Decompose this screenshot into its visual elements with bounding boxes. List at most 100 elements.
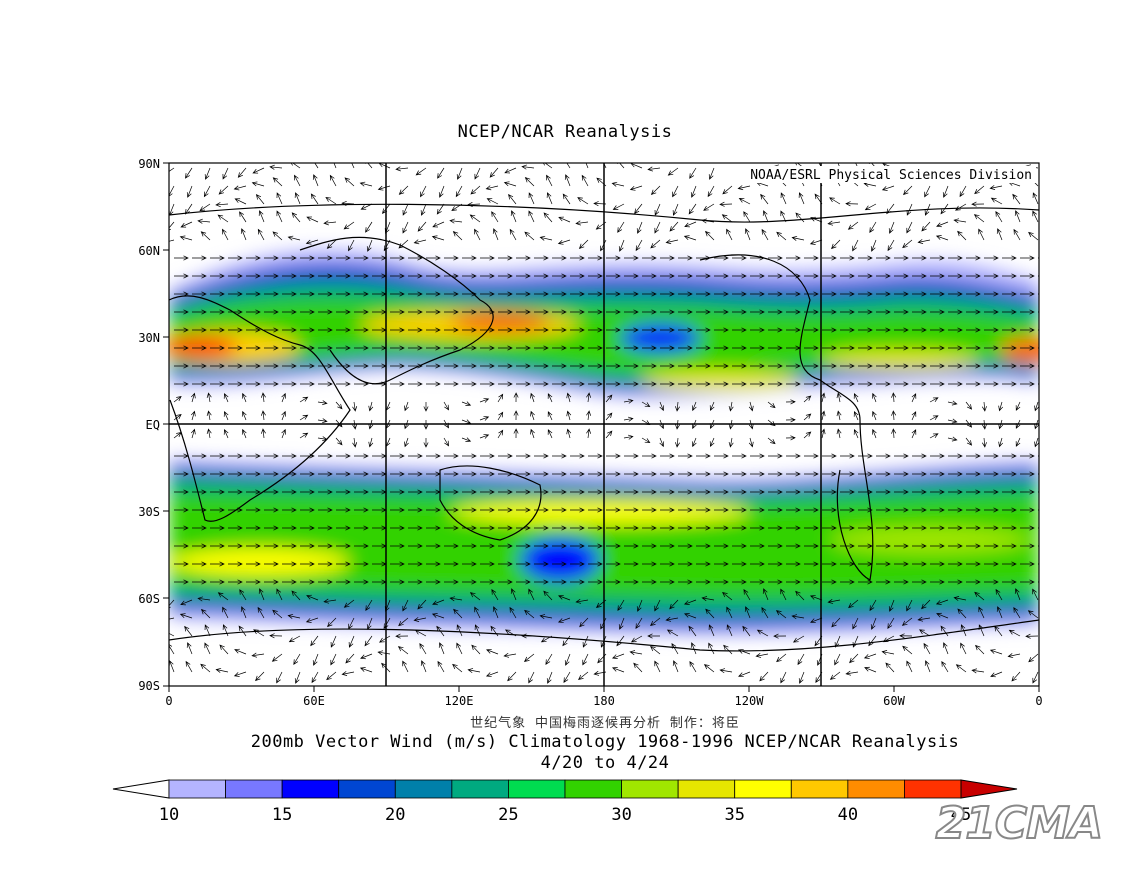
wind-arrow [444,381,459,387]
wind-arrow [318,507,333,513]
wind-arrow [1038,365,1039,367]
wind-arrow [300,543,315,549]
wind-arrow [174,543,189,549]
wind-arrow [683,613,697,619]
wind-arrow [678,453,693,459]
wind-arrow [449,218,463,224]
wind-arrow [809,239,823,245]
wind-arrow [761,228,769,241]
wind-arrow [210,345,225,351]
wind-arrow [282,363,297,369]
wind-arrow [575,220,589,226]
wind-arrow [390,543,405,549]
wind-arrow [241,392,247,403]
wind-arrow [714,291,729,297]
wind-arrow [786,453,801,459]
wind-arrow [1002,543,1017,549]
colorbar-label: 40 [838,805,858,825]
wind-arrow [654,660,661,673]
wind-arrow [452,663,463,673]
wind-arrow [780,192,787,205]
wind-arrow [650,239,661,249]
wind-arrow [836,392,842,403]
wind-arrow [200,608,211,619]
wind-arrow [876,507,891,513]
wind-arrow [282,273,297,279]
wind-arrow [984,363,999,369]
wind-arrow [957,608,967,619]
wind-arrow [192,273,207,279]
wind-arrow [636,599,643,612]
wind-arrow [955,203,967,211]
wind-arrow [894,561,909,567]
wind-arrow [491,589,499,601]
wind-arrow [948,273,963,279]
wind-arrow [179,235,193,241]
wind-arrow [624,453,639,459]
wind-arrow [190,392,196,403]
wind-arrow [426,543,441,549]
wind-arrow [947,436,958,442]
wind-arrow [984,453,999,459]
wind-arrow [642,291,657,297]
wind-arrow [300,471,315,477]
wind-arrow [606,525,621,531]
wind-arrow [989,649,1003,655]
wind-arrow [354,471,369,477]
wind-arrow [704,230,715,241]
wind-arrow [750,453,765,459]
wind-arrow [516,327,531,333]
wind-arrow [864,666,877,673]
wind-arrow [912,471,927,477]
wind-arrow [827,599,841,604]
wind-arrow [557,239,571,245]
wind-arrow [174,381,189,387]
wind-arrow [336,543,351,549]
wind-arrow [721,214,733,223]
wind-arrow [210,453,225,459]
wind-arrow [947,400,958,406]
wind-arrow [696,507,711,513]
wind-arrow [750,273,765,279]
wind-arrow [180,599,193,606]
wind-arrow [498,345,513,351]
wind-arrow [516,345,531,351]
wind-arrow [894,525,909,531]
wind-arrow [413,617,427,622]
wind-arrow [552,309,567,315]
wind-arrow [570,525,585,531]
colorbar-cell [904,779,962,799]
wind-arrow [714,381,729,387]
wind-arrow [413,239,427,245]
colorbar-cell [281,779,340,799]
wind-arrow [660,453,675,459]
wind-arrow [858,381,873,387]
wind-arrow [228,345,243,351]
wind-arrow [930,579,945,585]
wind-arrow [210,579,225,585]
wind-arrow [426,579,441,585]
wind-arrow [921,599,931,610]
wind-arrow [192,543,207,549]
wind-arrow [547,393,553,403]
wind-arrow [906,221,913,234]
wind-arrow [552,453,567,459]
wind-arrow [732,489,747,495]
wind-arrow [300,255,315,261]
wind-arrow [768,543,783,549]
wind-arrow [485,185,499,191]
wind-arrow [894,291,909,297]
wind-arrow [1020,345,1035,351]
wind-arrow [820,410,826,421]
wind-arrow [1008,629,1021,637]
wind-arrow [728,401,734,412]
wind-arrow [255,194,265,205]
wind-arrow [750,363,765,369]
wind-arrow [966,471,981,477]
wind-arrow [876,471,891,477]
wind-arrow [489,167,499,178]
wind-arrow [696,579,711,585]
wind-arrow [354,453,369,459]
wind-arrow [858,507,873,513]
wind-arrow [930,273,945,279]
